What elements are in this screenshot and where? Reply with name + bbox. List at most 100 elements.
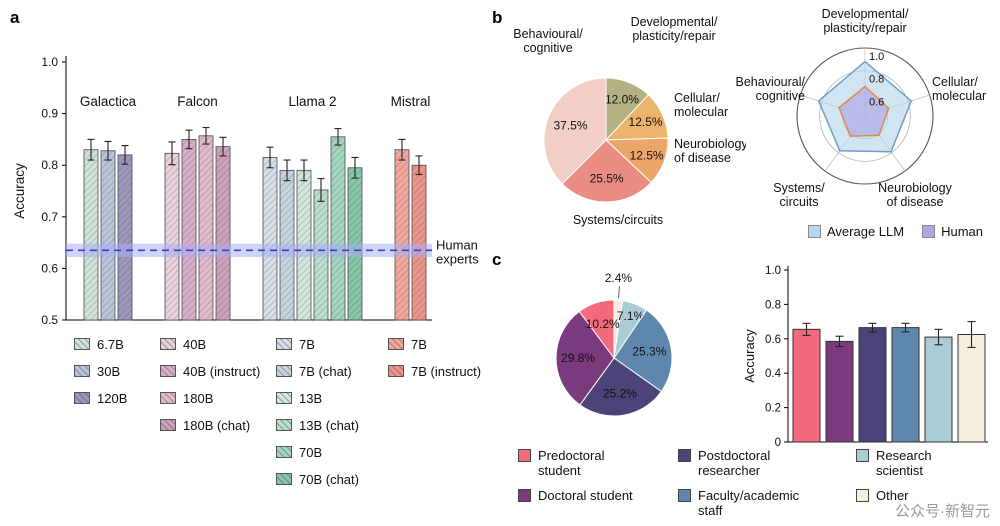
legend-item: 7B bbox=[388, 334, 488, 354]
y-tick-label: 0.7 bbox=[41, 210, 58, 224]
bar bbox=[83, 149, 99, 321]
human-experts-label: experts bbox=[436, 251, 479, 266]
bar bbox=[825, 340, 854, 443]
y-tick-label: 0.2 bbox=[765, 403, 781, 415]
legend-label: 7B bbox=[411, 336, 427, 352]
legend-swatch bbox=[856, 449, 869, 462]
legend-col-mistral: 7B 7B (instruct) bbox=[388, 334, 488, 489]
legend-label: 40B bbox=[183, 336, 207, 352]
group-label: Falcon bbox=[177, 94, 218, 109]
bar bbox=[262, 157, 278, 321]
pie-slice bbox=[543, 77, 607, 185]
legend-label: 30B bbox=[97, 363, 121, 379]
bar bbox=[330, 136, 346, 321]
bar bbox=[394, 149, 410, 321]
participants-accuracy-bar-chart: 0 0.2 0.4 0.6 0.8 1.0 Accuracy bbox=[742, 265, 988, 449]
participants-legend: Predoctoral student Doctoral student Postd… bbox=[518, 448, 986, 526]
bar bbox=[924, 336, 953, 443]
pie-pct-label: 25.2% bbox=[603, 386, 637, 400]
legend-item: 7B (chat) bbox=[276, 361, 388, 381]
y-tick-label: 0.4 bbox=[765, 368, 782, 380]
pie-pct-label: 10.2% bbox=[586, 317, 620, 331]
legend-item: 13B (chat) bbox=[276, 415, 388, 435]
bar bbox=[117, 154, 133, 321]
legend-label: 13B bbox=[299, 390, 323, 406]
y-tick-label: 0.5 bbox=[41, 313, 58, 327]
legend-item: Average LLM bbox=[808, 224, 904, 239]
watermark: 公众号·新智元 bbox=[895, 503, 990, 520]
legend-label: Research scientist bbox=[876, 448, 932, 478]
participants-pie-chart: 2.4% 7.1% 25.3% 25.2% 29.8% 10.2% bbox=[555, 271, 673, 417]
pie-category-label: Cellular/ bbox=[674, 91, 720, 105]
pie-category-label: Developmental/ bbox=[631, 15, 718, 29]
legend-swatch bbox=[74, 338, 90, 350]
legend-label: 13B (chat) bbox=[299, 417, 359, 433]
pie-pct-label: 37.5% bbox=[553, 118, 587, 132]
pie-category-label: cognitive bbox=[523, 41, 572, 55]
pie-pct-label: 29.8% bbox=[561, 351, 595, 365]
llm-vs-human-radar-chart: 0.6 0.8 1.0 Developmental/plasticity/repair… bbox=[736, 7, 987, 209]
pie-slice bbox=[579, 357, 663, 417]
legend-swatch bbox=[276, 419, 292, 431]
human-experts-label: Human bbox=[436, 237, 478, 252]
bar bbox=[411, 164, 427, 321]
radar-axis-label: Cellular/ bbox=[932, 75, 978, 89]
y-tick-label: 0.9 bbox=[41, 107, 58, 121]
panel-c: c 2.4% 7.1% 25.3% 25.2% 29.8% 10.2% 0 0.2 0.4 0.… bbox=[490, 250, 998, 526]
model-accuracy-bar-chart: 0.5 0.6 0.7 0.8 0.9 1.0 Accuracy Galactica Falco… bbox=[12, 55, 479, 327]
radar-axis-label: of disease bbox=[887, 195, 944, 209]
bar bbox=[100, 150, 116, 321]
legend-swatch bbox=[388, 365, 404, 377]
legend-label: 7B bbox=[299, 336, 315, 352]
legend-item: 7B (instruct) bbox=[388, 361, 488, 381]
pie-pct-label: 12.5% bbox=[630, 148, 664, 162]
y-tick-label: 0.6 bbox=[41, 261, 58, 275]
legend-label: 120B bbox=[97, 390, 128, 406]
legend-swatch bbox=[276, 392, 292, 404]
legend-item: 70B (chat) bbox=[276, 469, 388, 489]
legend-swatch bbox=[678, 449, 691, 462]
radar-axis-label: plasticity/repair bbox=[823, 21, 906, 35]
y-tick-label: 0.8 bbox=[41, 158, 58, 172]
pie-category-label: Behavioural/ bbox=[513, 27, 583, 41]
radar-series-human bbox=[838, 85, 890, 137]
legend-swatch bbox=[856, 489, 869, 502]
pie-slice bbox=[561, 139, 652, 203]
pie-pct-label: 25.5% bbox=[590, 171, 624, 185]
bar bbox=[198, 135, 214, 321]
legend-swatch bbox=[276, 446, 292, 458]
legend-item: Doctoral student bbox=[518, 488, 678, 526]
legend-swatch bbox=[160, 419, 176, 431]
legend-label: Doctoral student bbox=[538, 488, 633, 503]
pie-category-label: of disease bbox=[674, 151, 731, 165]
legend-item: 180B bbox=[160, 388, 276, 408]
legend-item: Human bbox=[922, 224, 983, 239]
legend-label: 70B bbox=[299, 444, 323, 460]
legend-item: Other bbox=[856, 488, 986, 526]
legend-item: 13B bbox=[276, 388, 388, 408]
bar bbox=[858, 327, 887, 443]
radar-legend: Average LLM Human bbox=[808, 224, 983, 239]
legend-item: 180B (chat) bbox=[160, 415, 276, 435]
legend-swatch bbox=[518, 489, 531, 502]
pie-slice bbox=[555, 310, 615, 406]
radar-axis-label: cognitive bbox=[756, 89, 805, 103]
bar bbox=[891, 327, 920, 443]
group-label: Mistral bbox=[391, 94, 431, 109]
radar-ring-label: 0.8 bbox=[869, 74, 884, 86]
pie-category-label: Systems/circuits bbox=[573, 213, 663, 227]
model-size-legend: 6.7B 30B 120B 40B 40B (instruct) 180B 180B (ch… bbox=[74, 334, 488, 489]
legend-swatch bbox=[922, 225, 936, 238]
group-label: Galactica bbox=[80, 94, 137, 109]
legend-label: Other bbox=[876, 488, 909, 503]
legend-item: 40B (instruct) bbox=[160, 361, 276, 381]
radar-axis-label: Neurobiology bbox=[878, 181, 952, 195]
legend-label: 70B (chat) bbox=[299, 471, 359, 487]
pie-category-label: molecular bbox=[674, 105, 728, 119]
legend-col-llama-2: 7B 7B (chat) 13B 13B (chat) 70B 70B (chat) bbox=[276, 334, 388, 489]
legend-item: Faculty/academic staff bbox=[678, 488, 856, 526]
legend-swatch bbox=[160, 338, 176, 350]
legend-label: 40B (instruct) bbox=[183, 363, 261, 379]
legend-label: Average LLM bbox=[827, 224, 905, 239]
